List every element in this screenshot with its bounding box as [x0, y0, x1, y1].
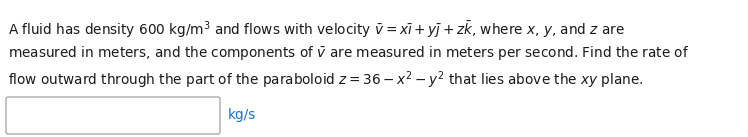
Text: flow outward through the part of the paraboloid $z = 36 - x^2 - y^2$ that lies a: flow outward through the part of the par… [8, 69, 643, 91]
Text: kg/s: kg/s [228, 109, 257, 122]
Text: measured in meters, and the components of $\bar{v}$ are measured in meters per s: measured in meters, and the components o… [8, 44, 689, 62]
FancyBboxPatch shape [6, 97, 220, 134]
Text: A fluid has density 600 kg/m$^3$ and flows with velocity $\bar{v} = x\bar{\imath: A fluid has density 600 kg/m$^3$ and flo… [8, 19, 625, 40]
